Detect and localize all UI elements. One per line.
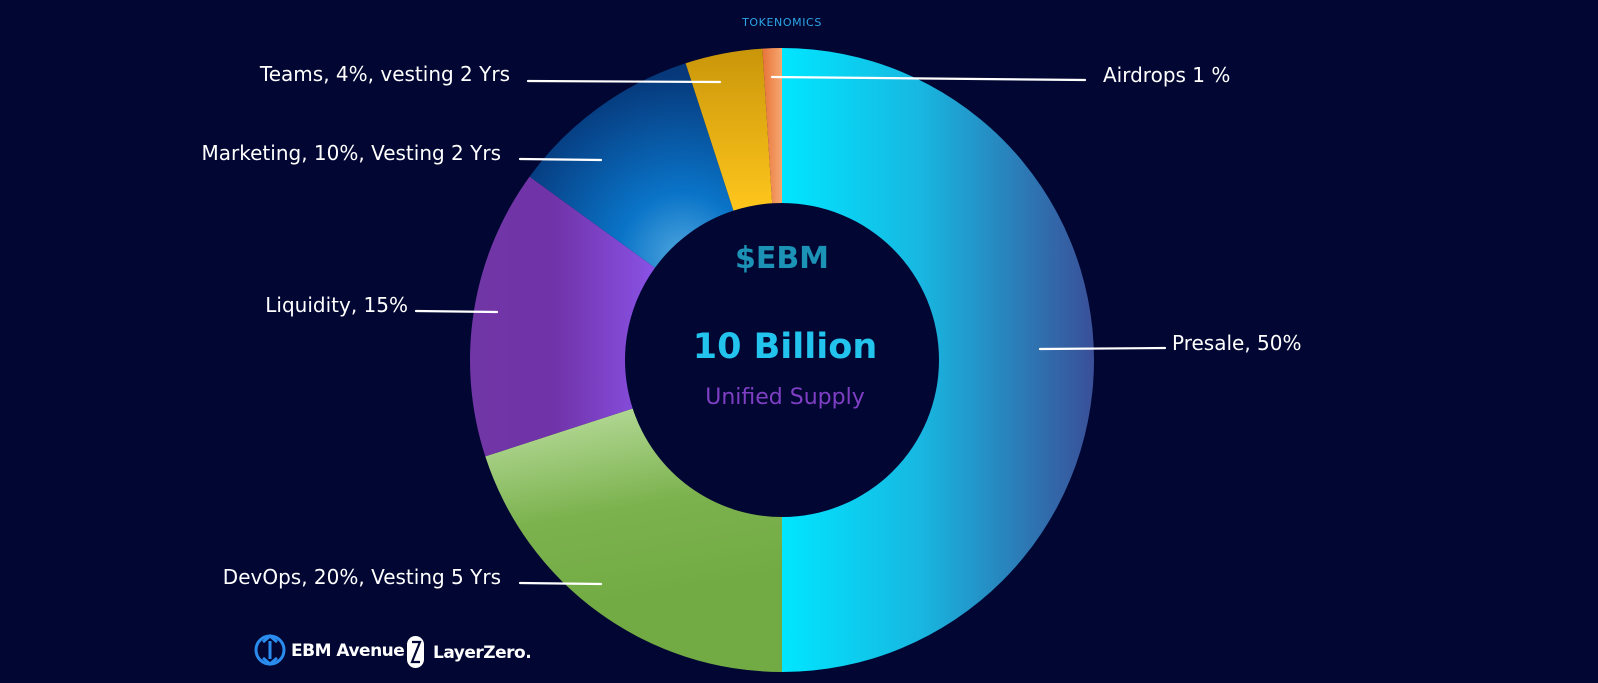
slice-labels: Presale, 50% DevOps, 20%, Vesting 5 Yrs Li… [202,62,1302,589]
total-supply: 10 Billion [693,327,878,367]
leader-liquidity [414,309,499,314]
leader-presale [1038,346,1167,351]
label-airdrops: Airdrops 1 % [1103,63,1230,87]
slice-presale [782,48,1094,672]
label-teams: Teams, 4%, vesting 2 Yrs [259,62,510,86]
slice-devops [485,408,782,672]
leader-devops [518,581,603,586]
layerzero-logo: LayerZero. [407,636,532,668]
slice-liquidity [469,176,655,457]
ebm-avenue-logo-icon [254,634,286,666]
layerzero-logo-text: LayerZero. [433,643,531,663]
label-marketing: Marketing, 10%, Vesting 2 Yrs [202,141,501,165]
leader-marketing [518,157,603,162]
label-devops: DevOps, 20%, Vesting 5 Yrs [223,565,501,589]
leader-lines [414,75,1167,586]
page-title: TOKENOMICS [741,16,822,29]
label-liquidity: Liquidity, 15% [265,293,408,317]
supply-subtitle: Unified Supply [705,385,864,410]
donut-slices [469,48,1094,672]
token-ticker: $EBM [735,241,829,276]
leader-airdrops [770,75,1087,82]
ebm-avenue-logo: EBM Avenue [254,634,405,666]
leader-teams [526,79,722,84]
ebm-avenue-logo-text: EBM Avenue [291,641,404,661]
label-presale: Presale, 50% [1172,331,1302,355]
layerzero-logo-icon [407,636,424,668]
slice-teams [685,48,773,211]
slice-airdrops [762,48,782,204]
slice-marketing [529,63,734,268]
